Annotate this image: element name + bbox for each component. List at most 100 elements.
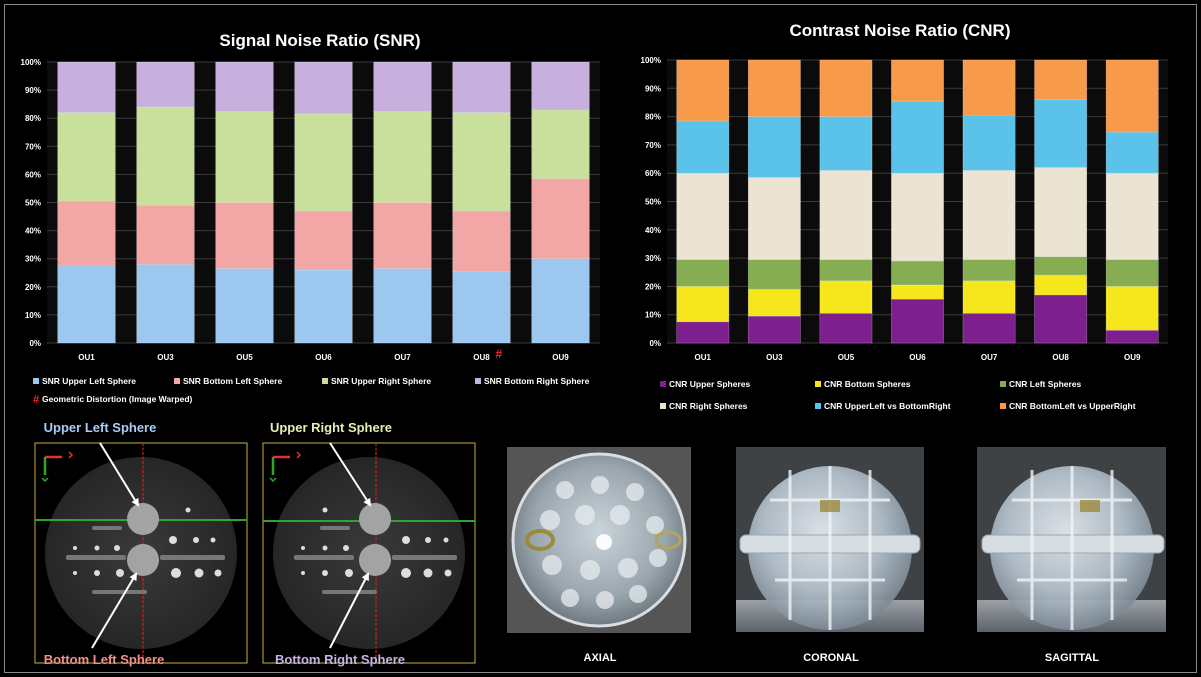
snr-legend-label: SNR Bottom Left Sphere (183, 376, 282, 386)
snr-x-tick: OU1 (78, 353, 95, 362)
snr-bars (57, 61, 590, 344)
snr-y-tick: 80% (25, 114, 41, 123)
snr-y-tick-labels: 0% 10% 20% 30% 40% 50% 60% 70% 80% 90% 100% (21, 58, 41, 348)
sagittal-caption: SAGITTAL (1045, 652, 1099, 664)
cnr-legend-label: CNR Right Spheres (669, 401, 748, 411)
cnr-bar-segment (676, 172, 730, 260)
snr-bar-segment (136, 106, 195, 206)
arrow-upper-right (329, 442, 372, 507)
cnr-bar-segment (1105, 259, 1159, 287)
snr-bar-segment (215, 268, 274, 344)
cnr-y-tick: 20% (645, 282, 661, 291)
upper-sphere-insert (359, 503, 391, 535)
marker-left (525, 529, 555, 551)
insert-rods (294, 526, 457, 594)
snr-legend-swatch (33, 378, 39, 384)
cnr-bar-segment (962, 312, 1016, 344)
internal-rods (1012, 466, 1132, 630)
cnr-x-tick: OU5 (838, 353, 855, 362)
cnr-legend-swatch (1000, 381, 1006, 387)
cnr-legend-label: CNR Bottom Spheres (824, 379, 911, 389)
cnr-bar-segment (1105, 286, 1159, 331)
arrow-upper-left (99, 442, 140, 507)
photo-coronal (736, 447, 924, 632)
cnr-bars (676, 59, 1159, 344)
snr-bar-segment (57, 61, 116, 113)
snr-legend-swatch (174, 378, 180, 384)
snr-bar-segment (452, 112, 511, 212)
amber-marker (820, 500, 840, 512)
cnr-bar-segment (1034, 274, 1088, 296)
snr-bar-segment (294, 113, 353, 212)
cnr-bar-segment (676, 59, 730, 122)
photo-sagittal (977, 447, 1166, 632)
snr-bar-segment (215, 110, 274, 203)
cnr-bar-segment (1034, 294, 1088, 344)
snr-bar-segment (57, 112, 116, 202)
snr-bar-segment (57, 200, 116, 267)
cnr-x-tick: OU6 (909, 353, 926, 362)
snr-x-tick: OU9 (552, 353, 569, 362)
snr-distortion-marker: # (496, 347, 503, 361)
snr-chart-title: Signal Noise Ratio (SNR) (219, 31, 420, 50)
orientation-axes-icon (41, 451, 74, 483)
snr-chart: Signal Noise Ratio (SNR) 0% 10% 20% 30% 40% 5… (21, 31, 600, 406)
snr-bar-segment (373, 61, 432, 112)
cnr-bar-segment (1105, 131, 1159, 174)
snr-bar-segment (531, 258, 590, 344)
snr-y-tick: 40% (25, 227, 41, 236)
arrow-bottom-right (329, 572, 369, 649)
snr-y-tick: 50% (25, 199, 41, 208)
snr-legend-label: SNR Upper Left Sphere (42, 376, 136, 386)
cnr-x-tick: OU8 (1052, 353, 1069, 362)
snr-x-tick: OU5 (236, 353, 253, 362)
cnr-bar-segment (819, 170, 873, 260)
figure-frame (4, 4, 1197, 673)
cnr-bar-segment (676, 259, 730, 287)
cnr-y-tick: 40% (645, 226, 661, 235)
cnr-y-tick: 30% (645, 254, 661, 263)
snr-bar-segment (373, 110, 432, 203)
cnr-bar-segment (819, 259, 873, 282)
cnr-bar-segment (747, 177, 801, 260)
cnr-bar-segment (1105, 172, 1159, 260)
snr-bar-segment (452, 271, 511, 344)
cnr-legend-label: CNR Left Spheres (1009, 379, 1082, 389)
cnr-x-tick-labels: OU1 OU3 OU5 OU6 OU7 OU8 OU9 (695, 353, 1141, 362)
snr-y-tick: 70% (25, 142, 41, 151)
cnr-bar-segment (676, 321, 730, 344)
amber-marker (1080, 500, 1100, 512)
snr-bar-segment (136, 61, 195, 108)
cnr-bar-segment (676, 286, 730, 323)
bottom-left-sphere-label: Bottom Left Sphere (44, 652, 165, 667)
cnr-bar-segment (891, 59, 944, 102)
snr-y-tick: 20% (25, 283, 41, 292)
cnr-bar-segment (747, 59, 801, 117)
snr-bar-segment (531, 109, 590, 179)
arrow-bottom-left (91, 572, 138, 649)
cnr-bar-segment (747, 116, 801, 178)
cnr-y-tick: 50% (645, 198, 661, 207)
cnr-bar-segment (891, 260, 944, 286)
cnr-y-tick: 70% (645, 141, 661, 150)
upper-sphere-insert (127, 503, 159, 535)
cnr-legend-swatch (1000, 403, 1006, 409)
bottom-sphere-insert (127, 544, 159, 576)
phantom-slice-left: Upper Left Sphere Bottom Left Sphere (34, 420, 248, 667)
snr-bar-segment (531, 61, 590, 111)
cnr-legend: CNR Upper Spheres CNR Bottom Spheres CNR L… (660, 379, 1136, 411)
cnr-y-tick: 90% (645, 84, 661, 93)
cnr-x-tick: OU3 (766, 353, 783, 362)
snr-x-tick: OU6 (315, 353, 332, 362)
cnr-bar-segment (962, 114, 1016, 171)
snr-bar-segment (452, 210, 511, 272)
cnr-bar-segment (747, 315, 801, 344)
cnr-y-tick: 60% (645, 169, 661, 178)
cnr-bar-segment (1105, 329, 1159, 344)
cnr-legend-label: CNR UpperLeft vs BottomRight (824, 401, 951, 411)
cnr-legend-swatch (815, 403, 821, 409)
snr-x-tick: OU7 (394, 353, 411, 362)
marker-right (654, 530, 682, 550)
cnr-y-tick: 80% (645, 113, 661, 122)
snr-y-tick: 100% (21, 58, 41, 67)
